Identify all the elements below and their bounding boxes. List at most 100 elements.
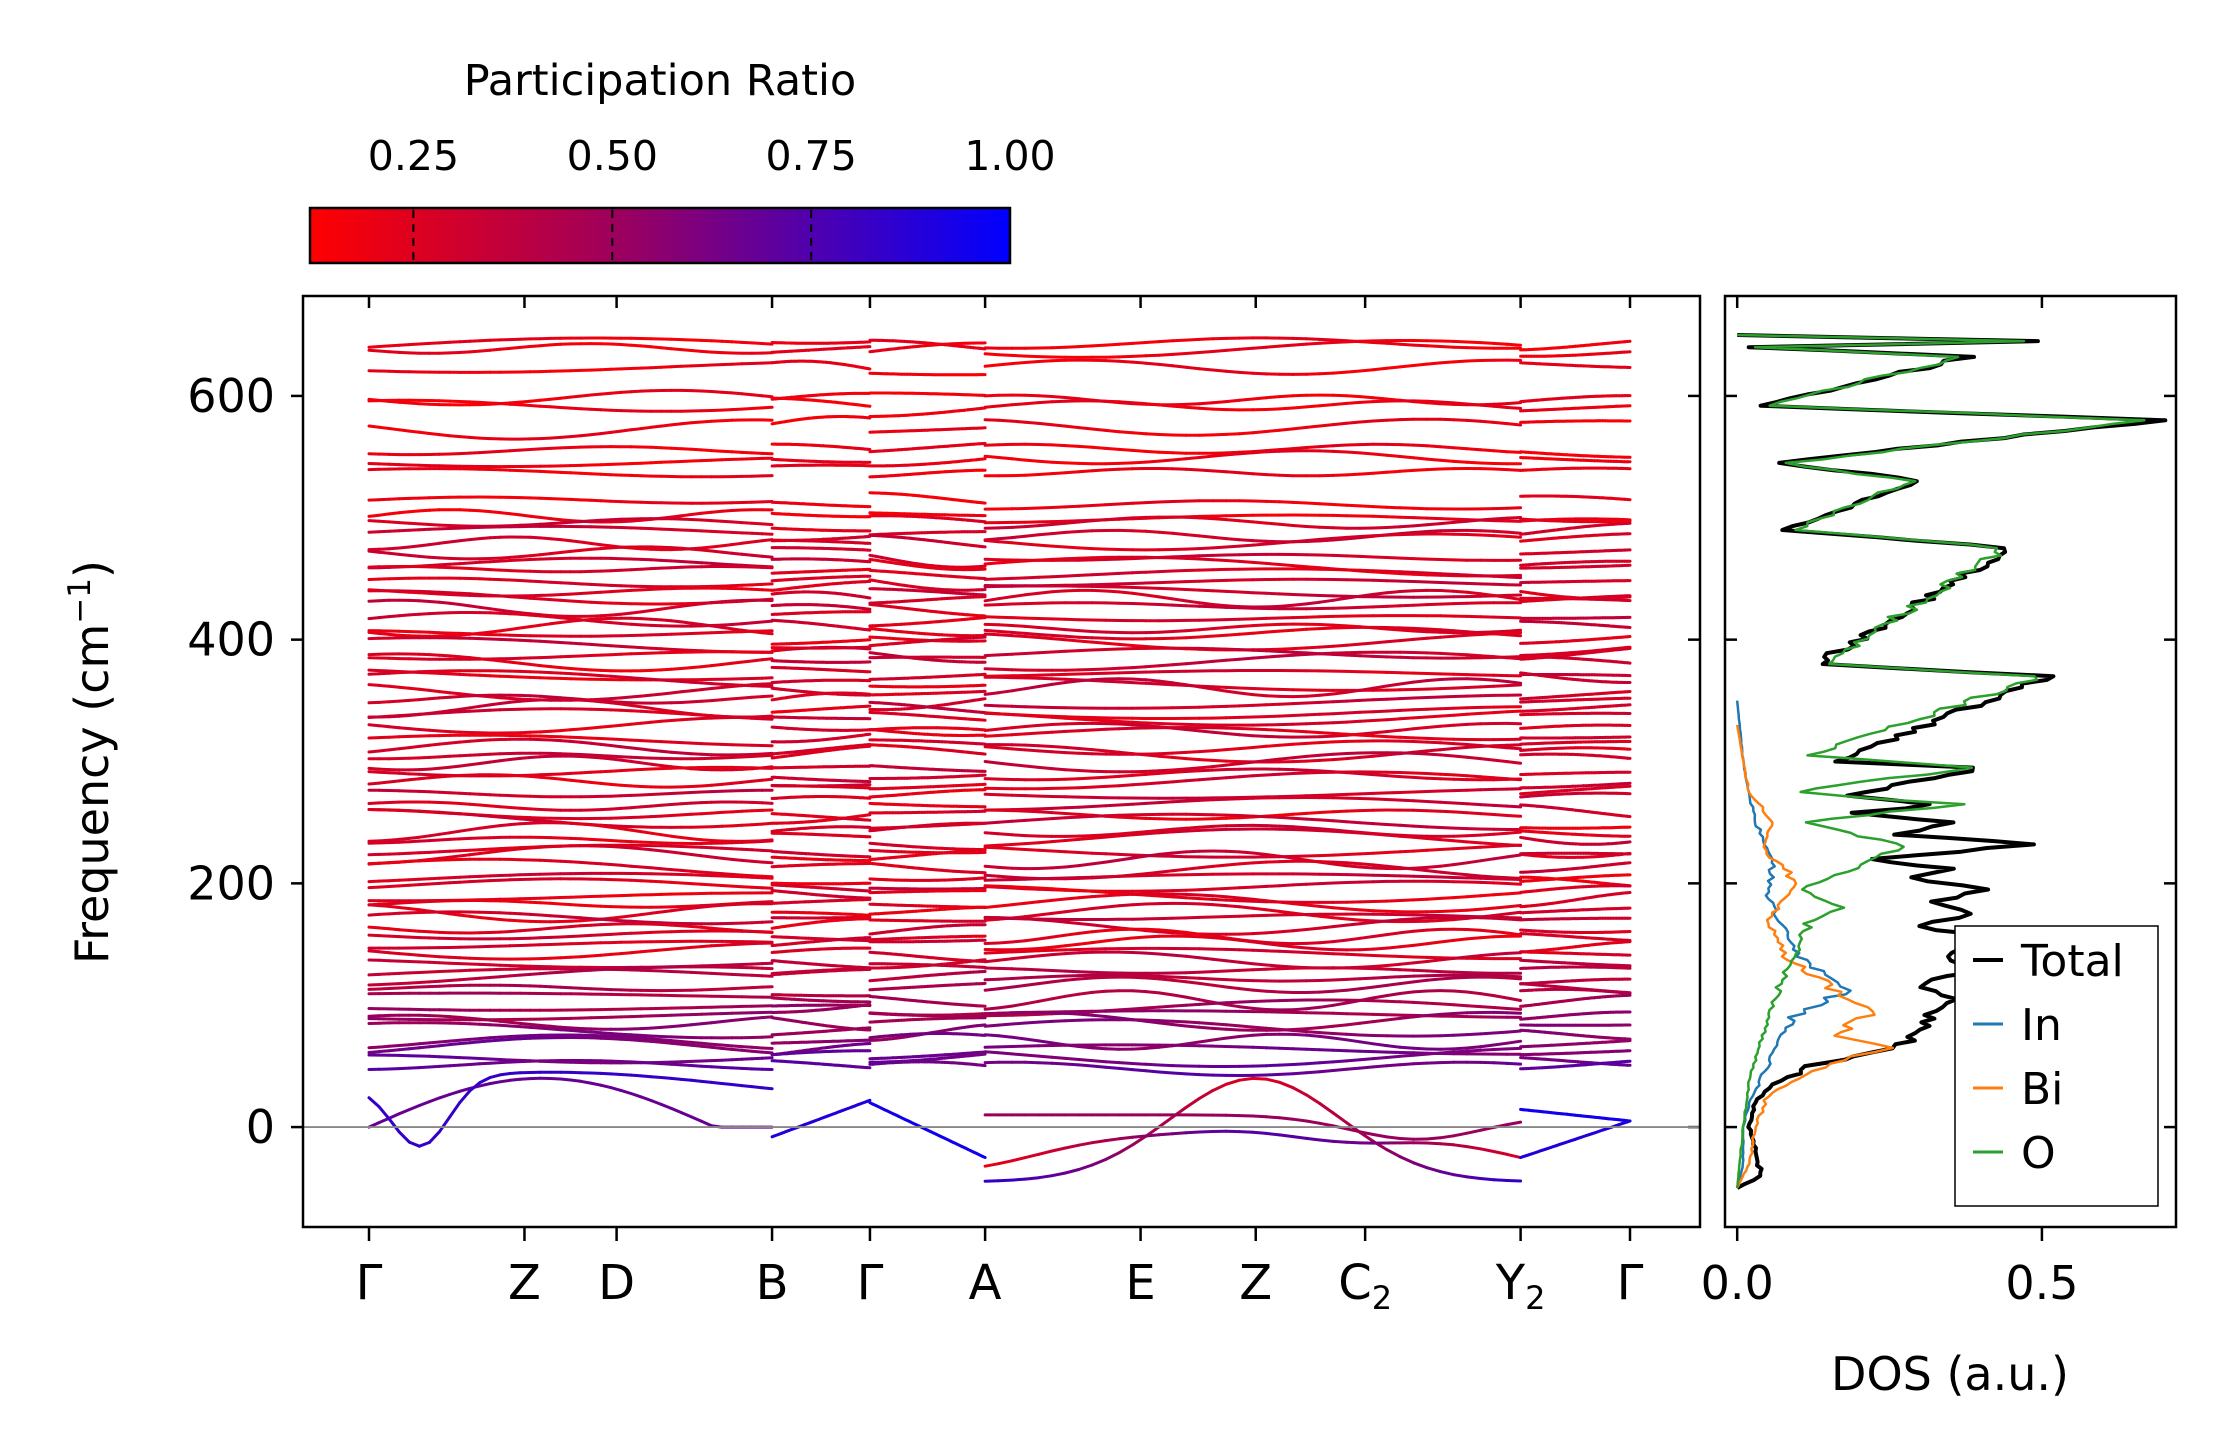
phonon-band bbox=[1104, 571, 1121, 576]
phonon-band bbox=[750, 539, 764, 544]
phonon-band bbox=[508, 558, 522, 562]
phonon-band bbox=[1425, 602, 1442, 607]
phonon-band bbox=[1144, 529, 1161, 534]
colorbar: Participation Ratio 0.25 0.50 0.75 1.00 bbox=[308, 56, 1056, 265]
phonon-band bbox=[1264, 604, 1282, 609]
phonon-band bbox=[1465, 581, 1482, 586]
phonon-band bbox=[1264, 407, 1282, 411]
phonon-band bbox=[1371, 341, 1389, 345]
phonon-band bbox=[528, 623, 542, 629]
phonon-band bbox=[1104, 517, 1121, 522]
phonon-band bbox=[1157, 530, 1174, 535]
phonon-band bbox=[1063, 628, 1081, 633]
phonon-band bbox=[528, 447, 542, 451]
phonon-band bbox=[1251, 560, 1268, 565]
phonon-band bbox=[589, 432, 603, 437]
phonon-band bbox=[367, 345, 381, 349]
phonon-band bbox=[1465, 630, 1482, 635]
phonon-band bbox=[548, 405, 562, 409]
phonon-band bbox=[1438, 360, 1456, 365]
phonon-band bbox=[468, 349, 482, 354]
phonon-band bbox=[1063, 396, 1081, 401]
phonon-band bbox=[579, 642, 593, 646]
phonon-band bbox=[659, 446, 673, 450]
phonon-band bbox=[1037, 636, 1054, 641]
phonon-band bbox=[1438, 602, 1456, 606]
phonon-band bbox=[579, 471, 593, 476]
phonon-band bbox=[1438, 589, 1456, 593]
phonon-band bbox=[1184, 515, 1201, 520]
phonon-band bbox=[1144, 449, 1161, 454]
phonon-band bbox=[1331, 421, 1349, 427]
phonon-band bbox=[1291, 405, 1308, 410]
phonon-band bbox=[1452, 359, 1469, 364]
phonon-band bbox=[387, 511, 401, 516]
phonon-band bbox=[1505, 516, 1523, 520]
phonon-band bbox=[1050, 395, 1067, 399]
phonon-band bbox=[1117, 359, 1134, 364]
phonon-band bbox=[997, 456, 1014, 461]
phonon-band bbox=[1184, 604, 1201, 608]
phonon-band bbox=[1063, 470, 1081, 475]
phonon-band bbox=[1211, 400, 1228, 405]
phonon-band bbox=[1425, 630, 1442, 634]
phonon-band bbox=[1104, 399, 1121, 404]
phonon-band bbox=[599, 590, 613, 594]
phonon-band bbox=[1385, 569, 1402, 574]
phonon-band bbox=[1090, 588, 1108, 593]
phonon-band bbox=[458, 435, 472, 439]
phonon-band bbox=[1318, 623, 1335, 627]
phonon-band bbox=[407, 553, 421, 558]
phonon-band bbox=[1291, 602, 1308, 607]
phonon-band bbox=[1063, 545, 1081, 550]
phonon-band bbox=[1358, 419, 1375, 424]
phonon-band bbox=[1157, 603, 1174, 607]
phonon-band bbox=[1197, 516, 1215, 521]
phonon-band bbox=[417, 402, 431, 406]
phonon-band bbox=[508, 638, 522, 642]
phonon-band bbox=[1184, 599, 1201, 605]
phonon-band bbox=[983, 443, 1000, 447]
phonon-band bbox=[629, 343, 643, 348]
phonon-band bbox=[438, 433, 452, 438]
phonon-band bbox=[1090, 343, 1108, 348]
phonon-band bbox=[700, 510, 714, 515]
phonon-band bbox=[1144, 340, 1161, 344]
phonon-band bbox=[1304, 337, 1322, 341]
phonon-band bbox=[1037, 543, 1054, 548]
phonon-band bbox=[1278, 592, 1295, 596]
phonon-band bbox=[730, 541, 744, 547]
phonon-band bbox=[1478, 529, 1496, 533]
phonon-band bbox=[1465, 447, 1482, 452]
phonon-band bbox=[983, 363, 1000, 368]
phonon-band bbox=[1492, 529, 1509, 534]
phonon-band bbox=[559, 598, 572, 603]
phonon-band bbox=[1211, 432, 1228, 437]
phonon-band bbox=[619, 343, 633, 347]
phonon-band bbox=[569, 599, 583, 604]
phonon-band bbox=[1358, 554, 1375, 559]
phonon-band bbox=[1090, 445, 1108, 450]
phonon-band bbox=[1398, 603, 1415, 608]
phonon-band bbox=[689, 511, 703, 516]
phonon-band bbox=[478, 338, 492, 343]
phonon-band bbox=[629, 588, 643, 592]
phonon-band bbox=[438, 556, 452, 560]
phonon-band bbox=[710, 561, 724, 566]
phonon-band bbox=[1438, 402, 1456, 406]
phonon-band bbox=[1050, 443, 1067, 448]
phonon-band bbox=[528, 398, 542, 403]
phonon-band bbox=[448, 591, 462, 595]
phonon-band bbox=[417, 527, 431, 532]
phonon-band bbox=[983, 404, 1000, 409]
phonon-band bbox=[1304, 645, 1322, 650]
phonon-band bbox=[1184, 628, 1201, 633]
phonon-band bbox=[1197, 454, 1215, 459]
phonon-band bbox=[1358, 451, 1375, 456]
phonon-band bbox=[1278, 500, 1295, 504]
phonon-band bbox=[428, 590, 441, 594]
phonon-band bbox=[659, 647, 673, 651]
phonon-band bbox=[488, 347, 502, 352]
phonon-band bbox=[1197, 579, 1215, 583]
phonon-band bbox=[417, 599, 431, 603]
